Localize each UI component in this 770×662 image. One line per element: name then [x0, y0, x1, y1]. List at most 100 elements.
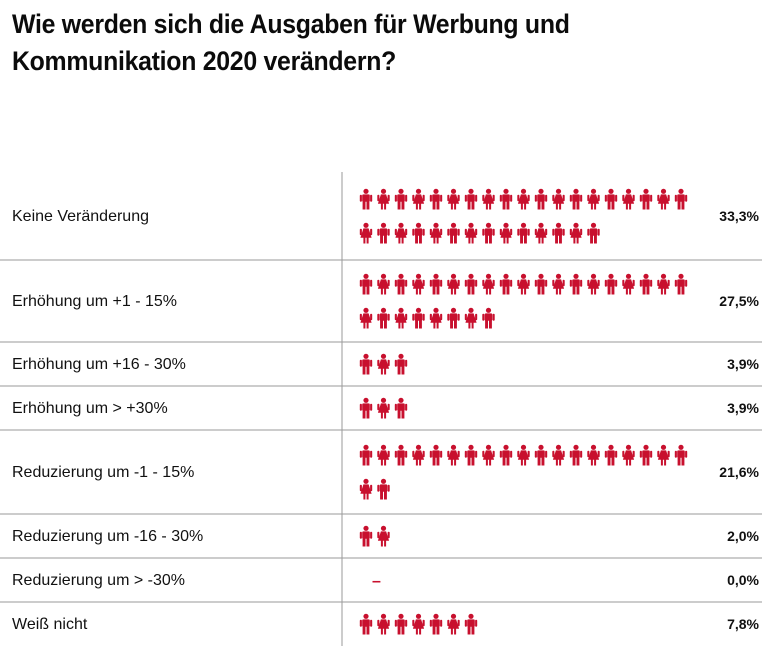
chart-row: Reduzierung um -16 - 30% 2,0%	[12, 525, 760, 547]
category-label: Reduzierung um -16 - 30%	[12, 528, 203, 545]
person-icon	[534, 188, 548, 210]
person-icon	[394, 478, 403, 500]
chart-row: Weiß nicht 7,8%	[12, 613, 760, 635]
person-icon	[412, 222, 425, 244]
person-icon	[412, 353, 425, 375]
chart-row: Reduzierung um > -30% 0,0% –	[12, 572, 760, 590]
person-icon	[622, 444, 635, 466]
person-icon	[447, 273, 460, 295]
category-label: Reduzierung um -1 - 15%	[12, 464, 194, 481]
person-icon	[377, 444, 390, 466]
person-icon	[657, 188, 670, 210]
value-label: 7,8%	[727, 616, 759, 632]
person-icon	[499, 307, 506, 329]
category-label: Keine Veränderung	[12, 208, 149, 225]
person-icon	[569, 444, 583, 466]
zero-marker: –	[372, 573, 381, 590]
person-icon	[377, 222, 390, 244]
person-icon	[674, 444, 688, 466]
person-icon	[447, 444, 460, 466]
person-icon	[429, 444, 443, 466]
chart-row: Erhöhung um > +30% 3,9%	[12, 397, 760, 419]
person-icon	[499, 273, 513, 295]
person-icon	[657, 444, 670, 466]
person-icon	[464, 188, 478, 210]
person-icon	[394, 444, 408, 466]
person-icon	[429, 188, 443, 210]
value-label: 21,6%	[719, 464, 759, 480]
person-icon	[447, 307, 460, 329]
person-icon	[657, 273, 670, 295]
person-icon	[394, 222, 408, 244]
person-icon	[377, 307, 390, 329]
person-icon	[394, 353, 408, 375]
person-icon	[359, 613, 373, 635]
person-icon	[552, 188, 565, 210]
person-icon	[622, 273, 635, 295]
person-icon	[464, 307, 478, 329]
person-icon	[359, 478, 373, 500]
person-icon	[447, 222, 460, 244]
person-icon	[412, 188, 425, 210]
person-icon	[674, 188, 688, 210]
person-icon	[534, 273, 548, 295]
value-label: 3,9%	[727, 400, 759, 416]
person-icon	[429, 613, 443, 635]
category-label: Reduzierung um > -30%	[12, 572, 185, 589]
person-icon	[482, 444, 495, 466]
person-icon	[639, 444, 653, 466]
value-label: 3,9%	[727, 356, 759, 372]
person-icon	[569, 222, 583, 244]
person-icon	[412, 397, 425, 419]
person-icon	[499, 222, 513, 244]
person-icon	[534, 444, 548, 466]
person-icon	[639, 188, 653, 210]
chart-row: Keine Veränderung 33,3%	[12, 188, 760, 244]
person-icon	[394, 613, 408, 635]
chart-title: Wie werden sich die Ausgaben für Werbung…	[12, 9, 570, 76]
person-icon	[604, 188, 618, 210]
category-label: Weiß nicht	[12, 616, 88, 633]
person-icon	[359, 444, 373, 466]
person-icon	[569, 188, 583, 210]
person-icon	[412, 307, 425, 329]
person-icon	[587, 444, 600, 466]
chart-row: Reduzierung um -1 - 15% 21,6%	[12, 444, 760, 500]
person-icon	[674, 273, 688, 295]
person-icon	[482, 613, 493, 635]
person-icon	[464, 613, 478, 635]
person-icon	[464, 222, 478, 244]
chart-row: Erhöhung um +16 - 30% 3,9%	[12, 353, 760, 375]
person-icon	[359, 273, 373, 295]
person-icon	[604, 273, 618, 295]
person-icon	[377, 273, 390, 295]
person-icon	[412, 613, 425, 635]
person-icon	[517, 273, 530, 295]
person-icon	[447, 613, 460, 635]
person-icon	[412, 444, 425, 466]
value-label: 33,3%	[719, 208, 759, 224]
person-icon	[464, 273, 478, 295]
category-label: Erhöhung um +16 - 30%	[12, 356, 186, 373]
person-icon	[482, 273, 495, 295]
person-icon	[429, 222, 443, 244]
person-icon	[534, 222, 548, 244]
person-icon	[377, 613, 390, 635]
person-icon	[394, 273, 408, 295]
person-icon	[359, 525, 373, 547]
person-icon	[517, 222, 530, 244]
person-icon	[604, 222, 609, 244]
person-icon	[482, 307, 495, 329]
person-icon	[464, 444, 478, 466]
value-label: 27,5%	[719, 293, 759, 309]
person-icon	[587, 188, 600, 210]
person-icon	[412, 273, 425, 295]
person-icon	[587, 273, 600, 295]
person-icon	[552, 444, 565, 466]
person-icon	[394, 397, 408, 419]
person-icon	[359, 307, 373, 329]
person-icon	[569, 273, 583, 295]
person-icon	[394, 307, 408, 329]
person-icon	[587, 222, 600, 244]
